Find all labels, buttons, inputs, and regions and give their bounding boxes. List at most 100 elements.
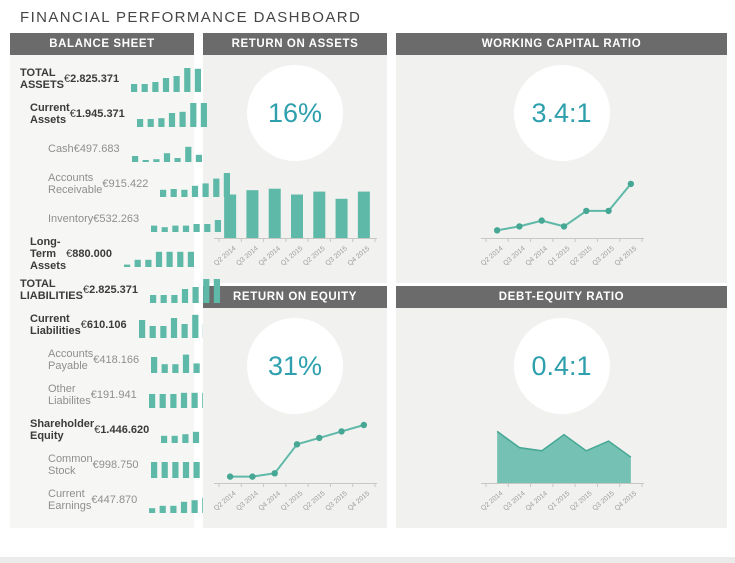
svg-text:Q4 2014: Q4 2014 — [524, 490, 549, 512]
currency-symbol: € — [73, 142, 80, 155]
balance-row: Cash €497.683 — [18, 131, 202, 166]
balance-row: Current Assets €1.945.371 — [18, 96, 207, 131]
svg-text:Q1 2015: Q1 2015 — [280, 245, 305, 267]
balance-row-sparkline — [150, 277, 221, 303]
currency-symbol: € — [90, 389, 97, 402]
panel-header-return-on-assets: RETURN ON ASSETS — [203, 33, 387, 55]
dashboard-grid: RETURN ON ASSETS 16% Q2 2014 Q3 2014 Q4 20… — [10, 33, 727, 528]
balance-row-value: 497.683 — [79, 142, 120, 155]
panel-body-return-on-assets: 16% Q2 2014 Q3 2014 Q4 2014 Q1 2015 Q2 2015 Q… — [203, 55, 387, 283]
balance-row-label: Current Assets — [30, 101, 70, 126]
page-title: FINANCIAL PERFORMANCE DASHBOARD — [20, 9, 362, 26]
svg-text:Q4 2015: Q4 2015 — [347, 490, 372, 512]
balance-row: Current Earnings €447.870 — [18, 483, 220, 518]
svg-text:Q1 2015: Q1 2015 — [280, 490, 305, 512]
svg-text:Q4 2015: Q4 2015 — [347, 245, 372, 267]
balance-row-value: 447.870 — [97, 494, 138, 507]
balance-row: TOTAL ASSETS €2.825.371 — [18, 61, 202, 96]
currency-symbol: € — [93, 212, 100, 225]
svg-text:Q1 2015: Q1 2015 — [546, 490, 571, 512]
balance-row-label: Shareholder Equity — [30, 418, 95, 443]
balance-row-value: 610.106 — [86, 319, 127, 331]
balance-row-value: 915.422 — [108, 177, 149, 190]
currency-symbol: € — [91, 494, 98, 507]
balance-row-sparkline — [138, 312, 209, 338]
svg-text:Q3 2014: Q3 2014 — [235, 490, 260, 512]
svg-text:Q4 2014: Q4 2014 — [258, 245, 283, 267]
balance-row: TOTAL LIABILITIES €2.825.371 — [18, 272, 221, 307]
balance-row-sparkline — [160, 171, 231, 197]
svg-text:Q4 2015: Q4 2015 — [613, 490, 638, 512]
panel-body-debt-equity-ratio: 0.4:1 Q2 2014 Q3 2014 Q4 2014 Q1 2015 Q2 201… — [396, 308, 727, 528]
svg-text:Q4 2015: Q4 2015 — [613, 245, 638, 267]
svg-text:Q4 2014: Q4 2014 — [524, 245, 549, 267]
balance-row: Inventory €532.263 — [18, 201, 222, 236]
kpi-value-wcr: 3.4:1 — [531, 97, 592, 128]
currency-symbol: € — [82, 283, 90, 296]
roa-bar-chart: Q2 2014 Q3 2014 Q4 2014 Q1 2015 Q2 2015 Q3 20… — [209, 174, 381, 278]
balance-row-label: TOTAL LIABILITIES — [20, 277, 83, 302]
balance-row-value: 880.000 — [72, 248, 112, 261]
roe-line-chart: Q2 2014 Q3 2014 Q4 2014 Q1 2015 Q2 2015 Q3 20… — [209, 419, 381, 523]
balance-row-label: Other Liabilites — [48, 383, 91, 408]
balance-row-label: Common Stock — [48, 453, 93, 478]
balance-row-sparkline — [131, 136, 202, 162]
svg-text:Q2 2014: Q2 2014 — [213, 245, 238, 267]
balance-row-value: 2.825.371 — [89, 283, 139, 296]
kpi-circle-roa: 16% — [247, 65, 343, 161]
balance-row-value: 418.166 — [99, 354, 140, 367]
panel-return-on-equity: RETURN ON EQUITY 31% Q2 2014 Q3 2014 Q4 20… — [203, 286, 387, 528]
balance-row-label: Accounts Receivable — [48, 171, 103, 196]
currency-symbol: € — [102, 177, 109, 190]
bottom-edge-strip — [0, 557, 735, 563]
currency-symbol: € — [69, 107, 76, 120]
svg-text:Q3 2014: Q3 2014 — [502, 245, 527, 267]
balance-row: Long-Term Assets €880.000 — [18, 236, 194, 273]
balance-row-label: Inventory — [48, 212, 94, 225]
svg-text:Q3 2014: Q3 2014 — [502, 490, 527, 512]
kpi-circle-wcr: 3.4:1 — [513, 65, 610, 161]
currency-symbol: € — [93, 354, 100, 367]
kpi-circle-der: 0.4:1 — [513, 318, 610, 414]
balance-row-label: Cash — [48, 142, 74, 155]
balance-row-label: Accounts Payable — [48, 348, 94, 373]
panel-debt-equity-ratio: DEBT-EQUITY RATIO 0.4:1 Q2 2014 Q3 2014 Q4… — [396, 286, 727, 528]
svg-text:Q1 2015: Q1 2015 — [546, 245, 571, 267]
svg-text:Q3 2015: Q3 2015 — [591, 490, 616, 512]
panel-header-working-capital-ratio: WORKING CAPITAL RATIO — [396, 33, 727, 55]
balance-rows: TOTAL ASSETS €2.825.371 Current Assets €1.9… — [10, 55, 232, 528]
svg-text:Q2 2014: Q2 2014 — [479, 245, 504, 267]
svg-text:Q2 2015: Q2 2015 — [302, 245, 327, 267]
balance-row: Shareholder Equity €1.446.620 — [18, 413, 232, 448]
currency-symbol: € — [94, 424, 101, 437]
svg-text:Q3 2015: Q3 2015 — [591, 245, 616, 267]
panel-header-debt-equity-ratio: DEBT-EQUITY RATIO — [396, 286, 727, 308]
svg-text:Q2 2015: Q2 2015 — [302, 490, 327, 512]
balance-row: Other Liabilites €191.941 — [18, 378, 219, 413]
balance-row-label: Current Earnings — [48, 488, 92, 513]
kpi-value-roa: 16% — [267, 97, 323, 128]
balance-row-sparkline — [131, 66, 202, 92]
balance-row: Common Stock €998.750 — [18, 448, 221, 483]
balance-row-sparkline — [151, 206, 222, 232]
currency-symbol: € — [66, 248, 73, 261]
svg-text:Q2 2014: Q2 2014 — [479, 490, 504, 512]
svg-text:Q3 2014: Q3 2014 — [235, 245, 260, 267]
balance-row-label: Long-Term Assets — [30, 236, 67, 273]
balance-row-value: 191.941 — [96, 389, 137, 402]
der-area-chart: Q2 2014 Q3 2014 Q4 2014 Q1 2015 Q2 2015 Q3 20… — [476, 419, 648, 523]
panel-balance-sheet: BALANCE SHEET TOTAL ASSETS €2.825.371 Curr… — [10, 33, 232, 528]
balance-row: Accounts Payable €418.166 — [18, 343, 222, 378]
panel-return-on-assets: RETURN ON ASSETS 16% Q2 2014 Q3 2014 Q4 20… — [203, 33, 387, 283]
svg-text:Q3 2015: Q3 2015 — [324, 490, 349, 512]
kpi-value-roe: 31% — [267, 350, 323, 381]
balance-row-value: 998.750 — [98, 459, 139, 472]
panel-body-return-on-equity: 31% Q2 2014 Q3 2014 Q4 2014 Q1 2015 Q2 2015 Q… — [203, 308, 387, 528]
svg-text:Q2 2014: Q2 2014 — [213, 490, 238, 512]
balance-row: Accounts Receivable €915.422 — [18, 166, 231, 201]
balance-row: Current Liabilities €610.106 — [18, 307, 209, 342]
balance-row-label: Current Liabilities — [30, 313, 81, 337]
panel-body-working-capital-ratio: 3.4:1 Q2 2014 Q3 2014 Q4 2014 Q1 2015 Q2 201… — [396, 55, 727, 283]
svg-text:Q2 2015: Q2 2015 — [569, 490, 594, 512]
panel-working-capital-ratio: WORKING CAPITAL RATIO 3.4:1 Q2 2014 Q3 20… — [396, 33, 727, 283]
